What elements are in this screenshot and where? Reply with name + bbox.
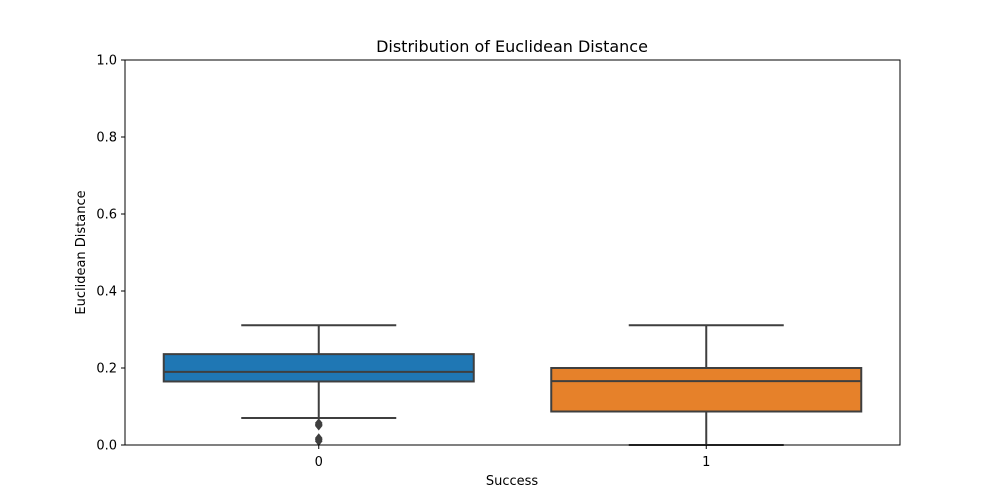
y-axis-label: Euclidean Distance [74,190,89,314]
x-axis-label: Success [486,474,539,489]
plot-area [162,324,863,446]
box-group-0 [162,324,475,446]
box-iqr [550,367,863,413]
y-tick-label: 1.0 [96,54,117,69]
y-tick-label: 0.4 [96,285,117,300]
chart-title: Distribution of Euclidean Distance [376,37,648,56]
axes: 0.0 0.2 0.4 0.6 0.8 1.0 0 1 [96,54,901,470]
y-tick-label: 0.6 [96,208,117,223]
axes-frame [124,59,901,446]
y-tick-label: 0.2 [96,362,117,377]
y-tick-label: 0.8 [96,131,117,146]
x-tick-label: 0 [315,455,323,470]
x-tick-label: 1 [702,455,710,470]
outlier-point [314,420,323,431]
y-tick-label: 0.0 [96,439,117,454]
box-group-1 [550,324,863,446]
box-iqr [162,353,475,383]
